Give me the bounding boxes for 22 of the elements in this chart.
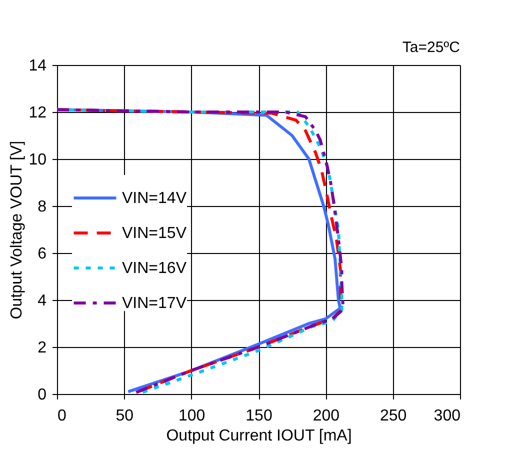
y-tick-label: 6: [38, 246, 47, 262]
x-axis-title: Output Current IOUT [mA]: [166, 428, 352, 444]
legend-label: VIN=16V: [122, 260, 187, 277]
x-tick-label: 200: [312, 408, 340, 424]
y-tick-label: 10: [28, 152, 47, 168]
legend-label: VIN=14V: [122, 190, 187, 207]
y-tick-label: 14: [28, 58, 47, 74]
y-tick-label: 8: [38, 198, 47, 216]
x-tick-label: 150: [246, 408, 272, 424]
x-tick-label: 300: [434, 408, 461, 424]
x-tick-label: 50: [116, 408, 134, 424]
y-tick-label: 4: [38, 292, 47, 310]
text: Ta=25ºC: [402, 39, 460, 56]
legend-label: VIN=17V: [122, 295, 187, 312]
x-tick-label: 100: [178, 408, 206, 424]
x-tick-label: 250: [380, 408, 407, 424]
y-tick-label: 2: [38, 340, 47, 356]
y-tick-label: 0: [38, 386, 47, 404]
x-tick-label: 0: [58, 408, 66, 424]
legend-label: VIN=15V: [122, 225, 187, 242]
y-tick-label: 12: [28, 104, 47, 122]
y-axis-title: Output Voltage VOUT [V]: [8, 140, 26, 320]
